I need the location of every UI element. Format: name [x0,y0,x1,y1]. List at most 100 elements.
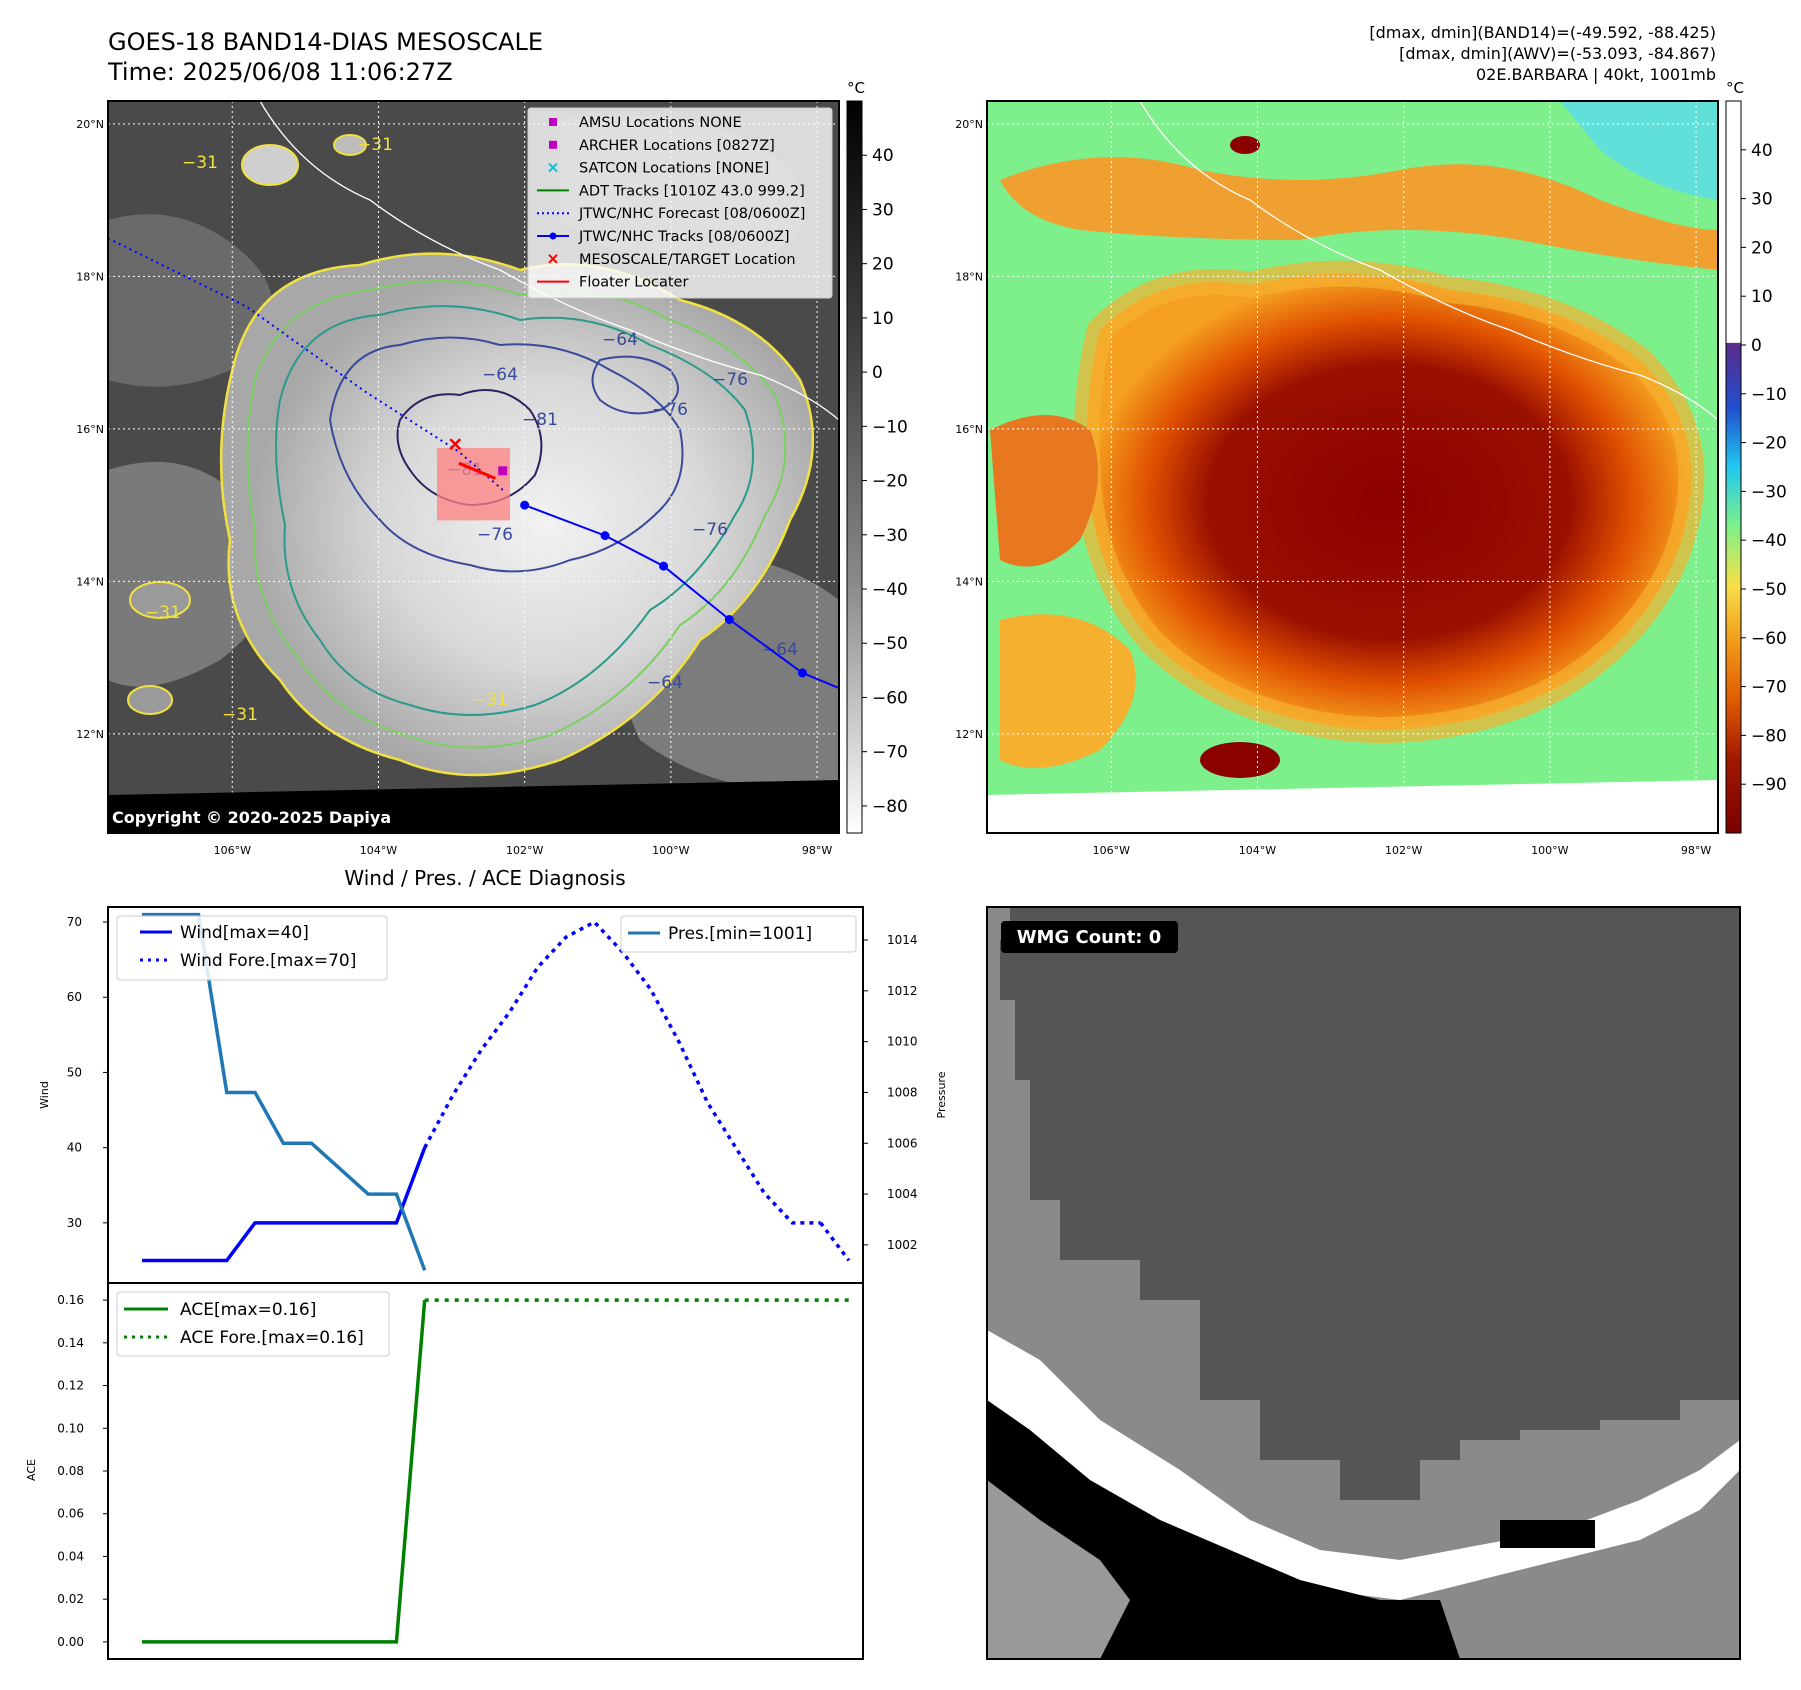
ace-tick-label: 0.06 [57,1507,84,1521]
ir-legend: AMSU Locations NONE ARCHER Locations [082… [527,107,833,299]
figure-title-line1: GOES-18 BAND14-DIAS MESOSCALE [108,28,543,56]
wind-tick-label: 30 [67,1216,82,1230]
wind-axis-label: Wind [38,1081,51,1109]
wind-legend: Wind[max=40] Wind Fore.[max=70] [116,915,388,981]
awv-colorbar-ticks: 40 30 20 10 0 −10 −20 −30 −40 −50 −60 −70 −80 −90 [1741,141,1787,795]
contour-label: −64 [762,640,798,660]
ir-small-cell [127,685,173,715]
wind-tick-label: 50 [67,1065,82,1079]
pressure-axis-ticks: 1002 1004 1006 1008 1010 1012 1014 [863,933,918,1252]
colorbar-tick-label: 10 [1751,287,1773,307]
lon-tick-label: 104°W [360,844,397,857]
ace-tick-label: 0.04 [57,1549,84,1563]
ir-legend-box [527,107,833,299]
floater-locater-line [458,461,497,480]
archer-location-marker [498,466,508,476]
legend-marker-x [548,162,558,173]
legend-marker-square [549,140,557,149]
ace-tick-label: 0.00 [57,1635,84,1649]
legend-label: Floater Locater [579,275,688,291]
contour-label: −31 [145,603,181,623]
colorbar-tick-label: −20 [1751,434,1787,454]
contour-label: −81 [522,410,558,430]
ir-small-cell [241,144,299,186]
colorbar-tick-label: −30 [872,526,908,546]
legend-label: ADT Tracks [1010Z 43.0 999.2] [579,183,805,199]
colorbar-tick-label: −50 [1751,580,1787,600]
colorbar-tick-label: 0 [872,363,883,383]
pressure-tick-label: 1004 [887,1187,918,1201]
legend-label: MESOSCALE/TARGET Location [579,252,796,268]
colorbar-tick-label: −20 [872,472,908,492]
series-line-tail [819,1221,851,1262]
lat-tick-label: 20°N [955,118,983,131]
awv-colorbar-unit: °C [1726,79,1744,97]
lat-tick-label: 14°N [76,575,104,588]
legend-label: ARCHER Locations [0827Z] [579,138,775,154]
pressure-axis-label: Pressure [935,1071,948,1118]
legend-label: JTWC/NHC Forecast [08/0600Z] [578,206,805,222]
lat-tick-label: 12°N [76,728,104,741]
copyright-text: Copyright © 2020-2025 Dapiya [112,808,391,827]
awv-coastline [1139,101,1718,421]
ir-small-cell [129,581,191,619]
diagnosis-title: Wind / Pres. / ACE Diagnosis [344,866,625,890]
contour-label: −76 [477,525,513,545]
ace-chart: ACE 0.00 0.02 0.04 0.06 0.08 0.10 0.12 0.14 0.16… [25,1282,864,1660]
wmg-level-mid-b [1480,1470,1740,1659]
awv-storm-core [1086,273,1692,730]
pressure-tick-label: 1002 [887,1238,918,1252]
ir-colorbar-ticks: 40 30 20 10 0 −10 −20 −30 −40 −50 −60 −70 −80 [862,146,908,817]
figure-title-line2: Time: 2025/06/08 11:06:27Z [107,58,453,86]
wind-tick-label: 40 [67,1141,82,1155]
ace-tick-label: 0.14 [57,1336,84,1350]
colorbar-tick-label: 20 [872,255,894,275]
colorbar-tick-label: −70 [1751,678,1787,698]
ace-tick-label: 0.02 [57,1592,84,1606]
lat-tick-label: 16°N [76,423,104,436]
awv-moist-area [1560,101,1718,200]
contour-minus50 [246,280,787,749]
series-line [141,1299,427,1644]
lon-tick-label: 106°W [214,844,251,857]
lat-tick-label: 12°N [955,728,983,741]
track-point [520,500,530,510]
contour-label: −31 [357,135,393,155]
ir-cloud-patch [108,214,273,387]
contour-label: −64 [602,330,638,350]
legend-marker-square [549,118,557,126]
ir-colorbar [846,100,863,834]
ace-forecast-legend-label: ACE Fore.[max=0.16] [180,1328,364,1348]
ace-tick-label: 0.08 [57,1464,84,1478]
awv-cell [1200,742,1280,778]
wind-axis-ticks: 30 40 50 60 70 [67,915,108,1230]
lon-tick-label: 100°W [652,844,689,857]
pressure-legend-label: Pres.[min=1001] [668,924,812,944]
colorbar-tick-label: −10 [872,417,908,437]
wmg-badge-box [1001,921,1178,953]
lon-tick-label: 106°W [1093,844,1130,857]
wmg-panel: WMG Count: 0 [986,906,1741,1660]
pressure-tick-label: 1010 [887,1035,918,1049]
forecast-track [108,237,504,491]
wmg-level-grey [987,1480,1130,1659]
contour-minus64 [275,305,754,716]
pressure-tick-label: 1014 [887,933,918,947]
ir-lat-labels: 20°N 18°N 16°N 14°N 12°N [76,118,104,741]
wmg-frame [986,906,1741,1660]
colorbar-tick-label: −50 [872,634,908,654]
awv-cell [1230,136,1260,154]
series-line [141,912,427,1271]
pressure-tick-label: 1006 [887,1136,918,1150]
contour-label: −76 [652,400,688,420]
legend-label: SATCON Locations [NONE] [579,161,769,177]
colorbar-tick-label: 0 [1751,336,1762,356]
wind-pressure-chart: Wind / Pres. / ACE Diagnosis Wind Pressu… [38,866,948,1284]
colorbar-tick-label: −10 [1751,385,1787,405]
contour-minus31 [219,252,815,777]
wind-tick-label: 70 [67,915,82,929]
awv-lat-labels: 20°N 18°N 16°N 14°N 12°N [955,118,983,741]
colorbar-tick-label: 30 [1751,190,1773,210]
ir-gridlines [108,101,839,833]
